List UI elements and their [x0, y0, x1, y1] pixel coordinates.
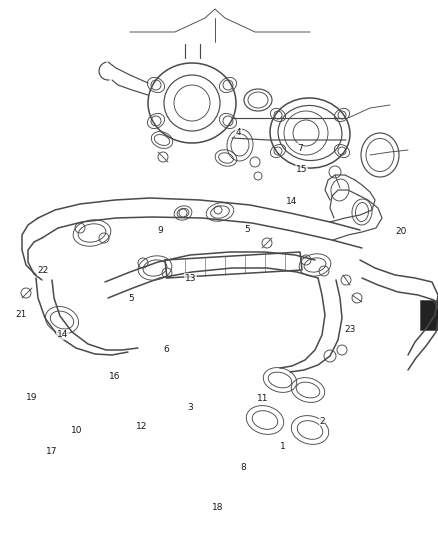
- Text: 9: 9: [157, 226, 163, 235]
- Text: 13: 13: [185, 274, 196, 282]
- Text: 14: 14: [57, 330, 68, 339]
- Text: 6: 6: [163, 345, 170, 353]
- Text: 22: 22: [37, 266, 49, 275]
- Bar: [420, 300, 438, 330]
- Text: 23: 23: [345, 325, 356, 334]
- Text: 8: 8: [240, 464, 246, 472]
- Text: 12: 12: [136, 422, 147, 431]
- Text: 15: 15: [296, 165, 307, 174]
- Text: 18: 18: [212, 503, 224, 512]
- Text: 1: 1: [279, 442, 286, 451]
- Text: 10: 10: [71, 426, 82, 435]
- Text: 7: 7: [297, 144, 303, 152]
- Text: 2: 2: [319, 417, 325, 425]
- Text: 11: 11: [257, 394, 268, 403]
- Text: 5: 5: [128, 294, 134, 303]
- Text: 3: 3: [187, 403, 194, 412]
- Text: 21: 21: [15, 310, 27, 319]
- Text: 14: 14: [286, 197, 297, 206]
- Text: 20: 20: [395, 228, 406, 236]
- Text: 19: 19: [26, 393, 37, 401]
- Text: 17: 17: [46, 448, 57, 456]
- Text: 5: 5: [244, 225, 251, 233]
- Text: 16: 16: [109, 372, 120, 381]
- Text: 4: 4: [236, 128, 241, 136]
